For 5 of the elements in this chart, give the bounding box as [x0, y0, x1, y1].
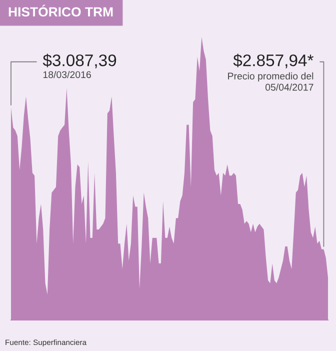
- chart-title: HISTÓRICO TRM: [8, 4, 113, 17]
- annotation: $2.857,94*: [233, 54, 314, 68]
- annotation: Precio promedio del 05/04/2017: [228, 72, 314, 91]
- annotation: 18/03/2016: [43, 70, 91, 78]
- annotation: $3.087,39: [42, 54, 116, 68]
